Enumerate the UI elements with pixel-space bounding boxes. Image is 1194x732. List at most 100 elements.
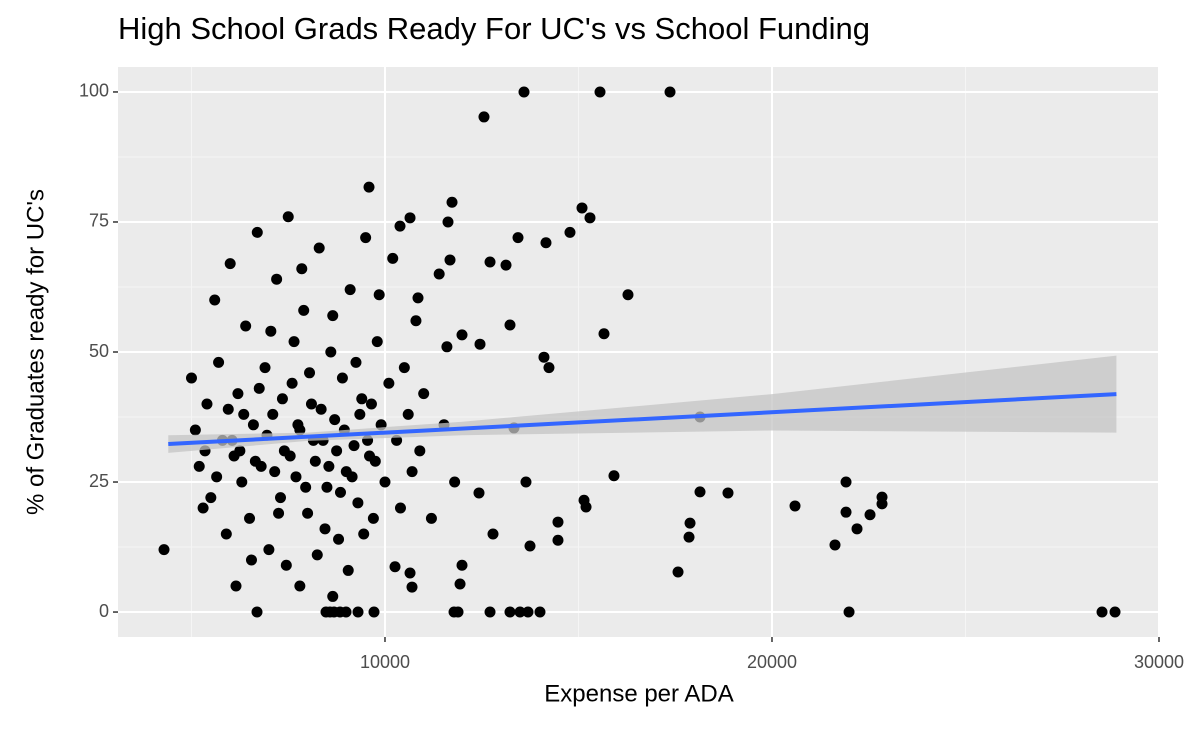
point (360, 232, 372, 244)
point (851, 523, 863, 535)
point (365, 398, 377, 410)
point (672, 566, 684, 578)
point (840, 476, 852, 488)
point (441, 341, 453, 353)
point (404, 567, 416, 579)
point (253, 382, 265, 394)
point (373, 289, 385, 301)
x-axis-title: Expense per ADA (544, 680, 733, 707)
point (352, 497, 364, 509)
point (484, 256, 496, 268)
x-tick-label: 10000 (360, 652, 410, 672)
point (358, 528, 370, 540)
point (694, 486, 706, 498)
point (238, 408, 250, 420)
point (344, 284, 356, 296)
point (304, 367, 316, 379)
point (282, 211, 294, 223)
point (540, 237, 552, 249)
point (410, 315, 422, 327)
point (197, 502, 209, 514)
point (276, 393, 288, 405)
point (327, 590, 339, 602)
point (580, 501, 592, 513)
point (350, 356, 362, 368)
point (840, 506, 852, 518)
point (309, 455, 321, 467)
point (520, 476, 532, 488)
point (608, 470, 620, 482)
y-tick-label: 75 (89, 211, 109, 231)
point (305, 398, 317, 410)
point (789, 500, 801, 512)
point (211, 471, 223, 483)
point (524, 540, 536, 552)
point (267, 408, 279, 420)
point (321, 481, 333, 493)
point (449, 476, 461, 488)
y-axis-title: % of Graduates ready for UC's (22, 189, 49, 515)
point (313, 242, 325, 254)
point (584, 212, 596, 224)
point (213, 356, 225, 368)
point (292, 419, 304, 431)
point (296, 263, 308, 275)
point (288, 336, 300, 348)
point (290, 471, 302, 483)
point (534, 606, 546, 618)
y-tick-label: 25 (89, 471, 109, 491)
point (230, 580, 242, 592)
fit-line (168, 392, 1117, 447)
point (325, 346, 337, 358)
point (402, 408, 414, 420)
point (354, 408, 366, 420)
point (478, 111, 490, 123)
point (474, 338, 486, 350)
point (236, 476, 248, 488)
point (446, 196, 458, 208)
point (340, 606, 352, 618)
point (368, 606, 380, 618)
point (352, 606, 364, 618)
point (275, 492, 287, 504)
point (404, 212, 416, 224)
point (622, 289, 634, 301)
point (300, 481, 312, 493)
point (189, 424, 201, 436)
point (433, 268, 445, 280)
point (504, 606, 516, 618)
x-tick-label: 30000 (1134, 652, 1184, 672)
point (594, 86, 606, 98)
point (473, 487, 485, 499)
point (234, 445, 246, 457)
point (329, 414, 341, 426)
point (564, 226, 576, 238)
point (414, 445, 426, 457)
point (346, 471, 358, 483)
point (298, 304, 310, 316)
point (247, 419, 259, 431)
point (240, 320, 252, 332)
point (538, 351, 550, 363)
point (273, 507, 285, 519)
point (1096, 606, 1108, 618)
point (205, 492, 217, 504)
point (387, 252, 399, 264)
point (425, 512, 437, 524)
point (876, 498, 888, 510)
point (323, 460, 335, 472)
point (185, 372, 197, 384)
point (224, 258, 236, 270)
point (452, 606, 464, 618)
chart-title: High School Grads Ready For UC's vs Scho… (118, 11, 870, 46)
confidence-band (168, 355, 1117, 453)
point (251, 606, 263, 618)
point (512, 232, 524, 244)
point (394, 220, 406, 232)
point (220, 528, 232, 540)
point (284, 450, 296, 462)
point (456, 559, 468, 571)
point (334, 486, 346, 498)
point (319, 523, 331, 535)
